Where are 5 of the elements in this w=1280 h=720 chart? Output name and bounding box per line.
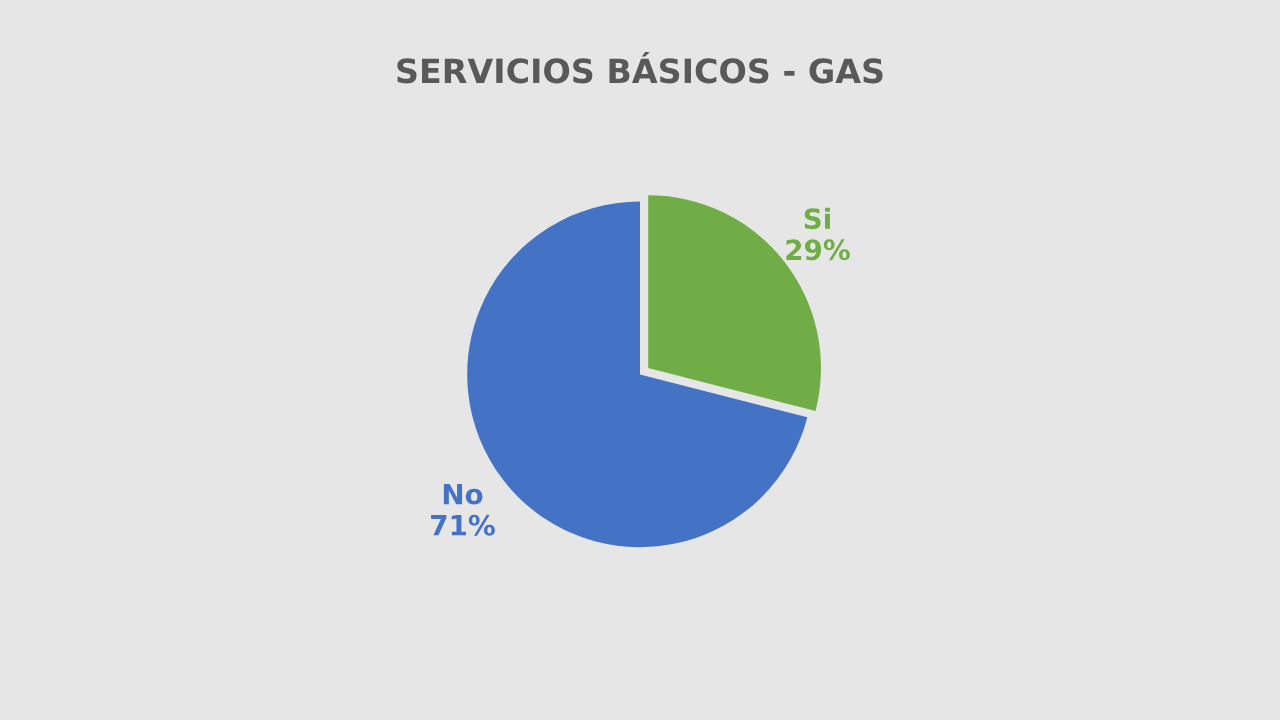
slice-label: No (443, 483, 483, 505)
data-label: 71% (431, 514, 495, 536)
chart-title: SERVICIOS BÁSICOS - GAS (397, 52, 883, 84)
data-label: 29% (786, 239, 850, 261)
slice-label: Si (804, 207, 830, 230)
